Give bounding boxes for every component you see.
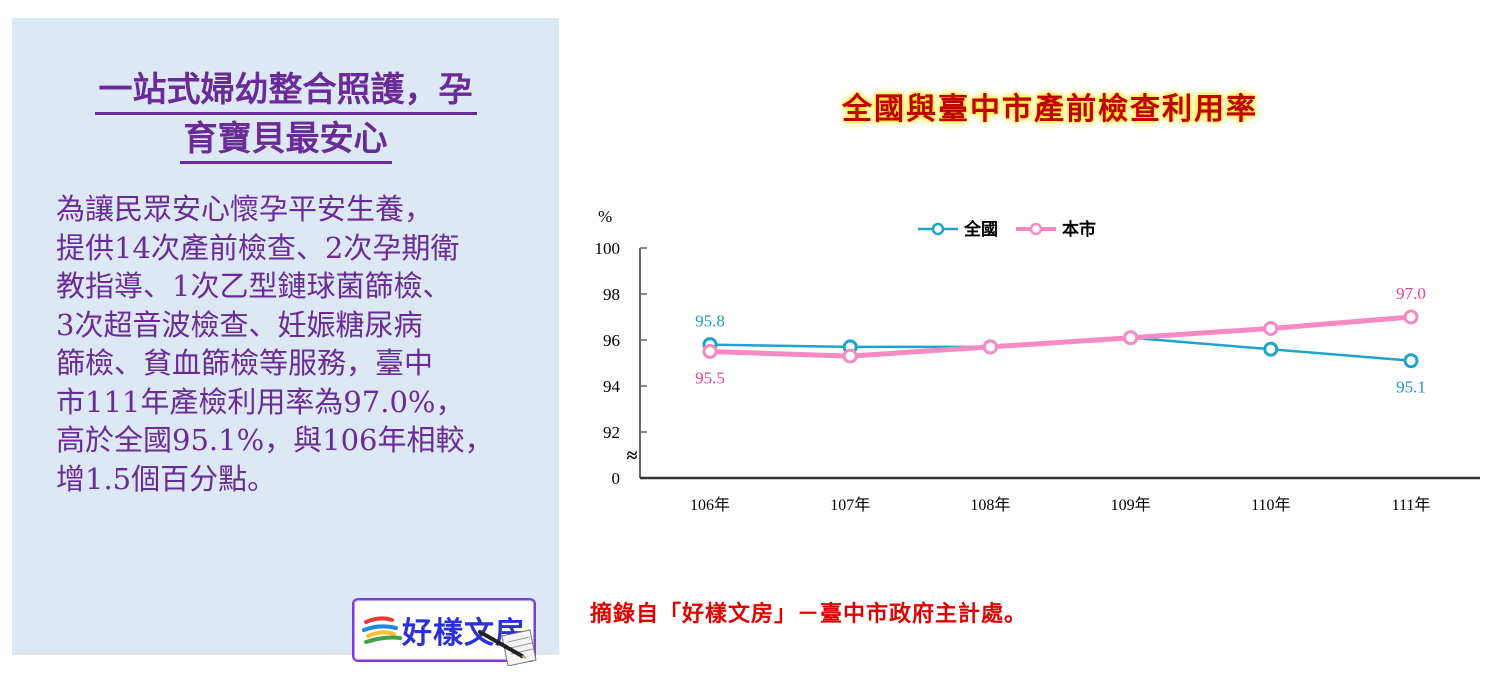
chart-title: 全國與臺中市產前檢查利用率 (842, 92, 1258, 127)
data-point-marker (842, 339, 858, 355)
y-tick-label: 98 (603, 285, 620, 304)
data-label: 97.0 (1396, 284, 1426, 303)
x-tick-label: 111年 (1392, 496, 1431, 514)
panel-title-line-1: 一站式婦幼整合照護，孕 (94, 68, 477, 115)
y-tick-label: 94 (603, 377, 621, 396)
body-line: 篩檢、貧血篩檢等服務，臺中 (56, 346, 434, 380)
legend-label: 本市 (1062, 219, 1096, 239)
haoyang-logo[interactable]: 好樣文房 (352, 598, 537, 666)
source-note: 摘錄自「好樣文房」－臺中市政府主計處。 (590, 601, 1028, 627)
info-panel: 一站式婦幼整合照護，孕 育寶貝最安心 為讓民眾安心懷孕平安生養， 提供14次產前… (12, 18, 559, 655)
series-line (709, 314, 1412, 359)
book-pen-icon (478, 629, 537, 666)
x-tick-label: 110年 (1251, 496, 1290, 514)
chart-series (702, 309, 1419, 369)
data-point-marker (982, 339, 998, 355)
data-point-marker (1263, 321, 1279, 336)
y-tick-label: 96 (603, 331, 620, 350)
data-labels: 95.8 95.5 97.0 95.1 (695, 284, 1426, 397)
body-line: 高於全國95.1%，與106年相較， (56, 423, 494, 457)
data-label: 95.1 (1396, 378, 1426, 397)
panel-title: 一站式婦幼整合照護，孕 育寶貝最安心 (12, 66, 559, 164)
legend-marker-icon (931, 222, 945, 236)
data-point-marker (1123, 330, 1139, 346)
y-tick-label: 92 (603, 423, 620, 442)
taichung-swirl-icon (362, 616, 402, 644)
y-tick-label: 0 (612, 469, 621, 488)
x-tick-label: 107年 (830, 496, 870, 514)
body-line: 增1.5個百分點。 (56, 461, 277, 496)
x-axis: 106年 107年 108年 109年 110年 111年 (640, 476, 1480, 514)
chart-legend: 全國 本市 (918, 219, 1096, 239)
y-axis-unit: % (598, 207, 612, 226)
series-line (709, 336, 1412, 362)
x-tick-label: 106年 (690, 496, 730, 514)
data-point-marker (842, 348, 858, 364)
data-label: 95.8 (695, 312, 725, 331)
body-line: 市111年產檢利用率為97.0%， (56, 384, 465, 419)
body-line: 教指導、1次乙型鏈球菌篩檢、 (56, 269, 452, 303)
y-tick-label: 100 (595, 239, 621, 258)
data-point-marker (1123, 330, 1139, 346)
body-line: 為讓民眾安心懷孕平安生養， (56, 192, 434, 226)
x-tick-label: 108年 (970, 496, 1010, 514)
panel-title-line-2: 育寶貝最安心 (179, 117, 392, 164)
legend-marker-icon (1029, 222, 1043, 236)
data-point-marker (1263, 341, 1279, 357)
data-point-marker (1403, 309, 1419, 325)
y-axis: 100 98 96 94 92 0 ≈ (595, 239, 647, 488)
axis-break-icon: ≈ (627, 445, 638, 467)
x-tick-label: 109年 (1111, 496, 1151, 514)
data-point-marker (982, 339, 998, 355)
data-label: 95.5 (695, 369, 725, 388)
body-line: 提供14次產前檢查、2次孕期衛 (56, 230, 460, 265)
legend-label: 全國 (963, 219, 998, 239)
data-point-marker (702, 344, 718, 359)
body-line: 3次超音波檢查、妊娠糖尿病 (56, 307, 423, 342)
data-point-marker (1403, 353, 1419, 369)
data-point-marker (702, 337, 718, 353)
panel-body: 為讓民眾安心懷孕平安生養， 提供14次產前檢查、2次孕期衛 教指導、1次乙型鏈球… (56, 190, 566, 498)
